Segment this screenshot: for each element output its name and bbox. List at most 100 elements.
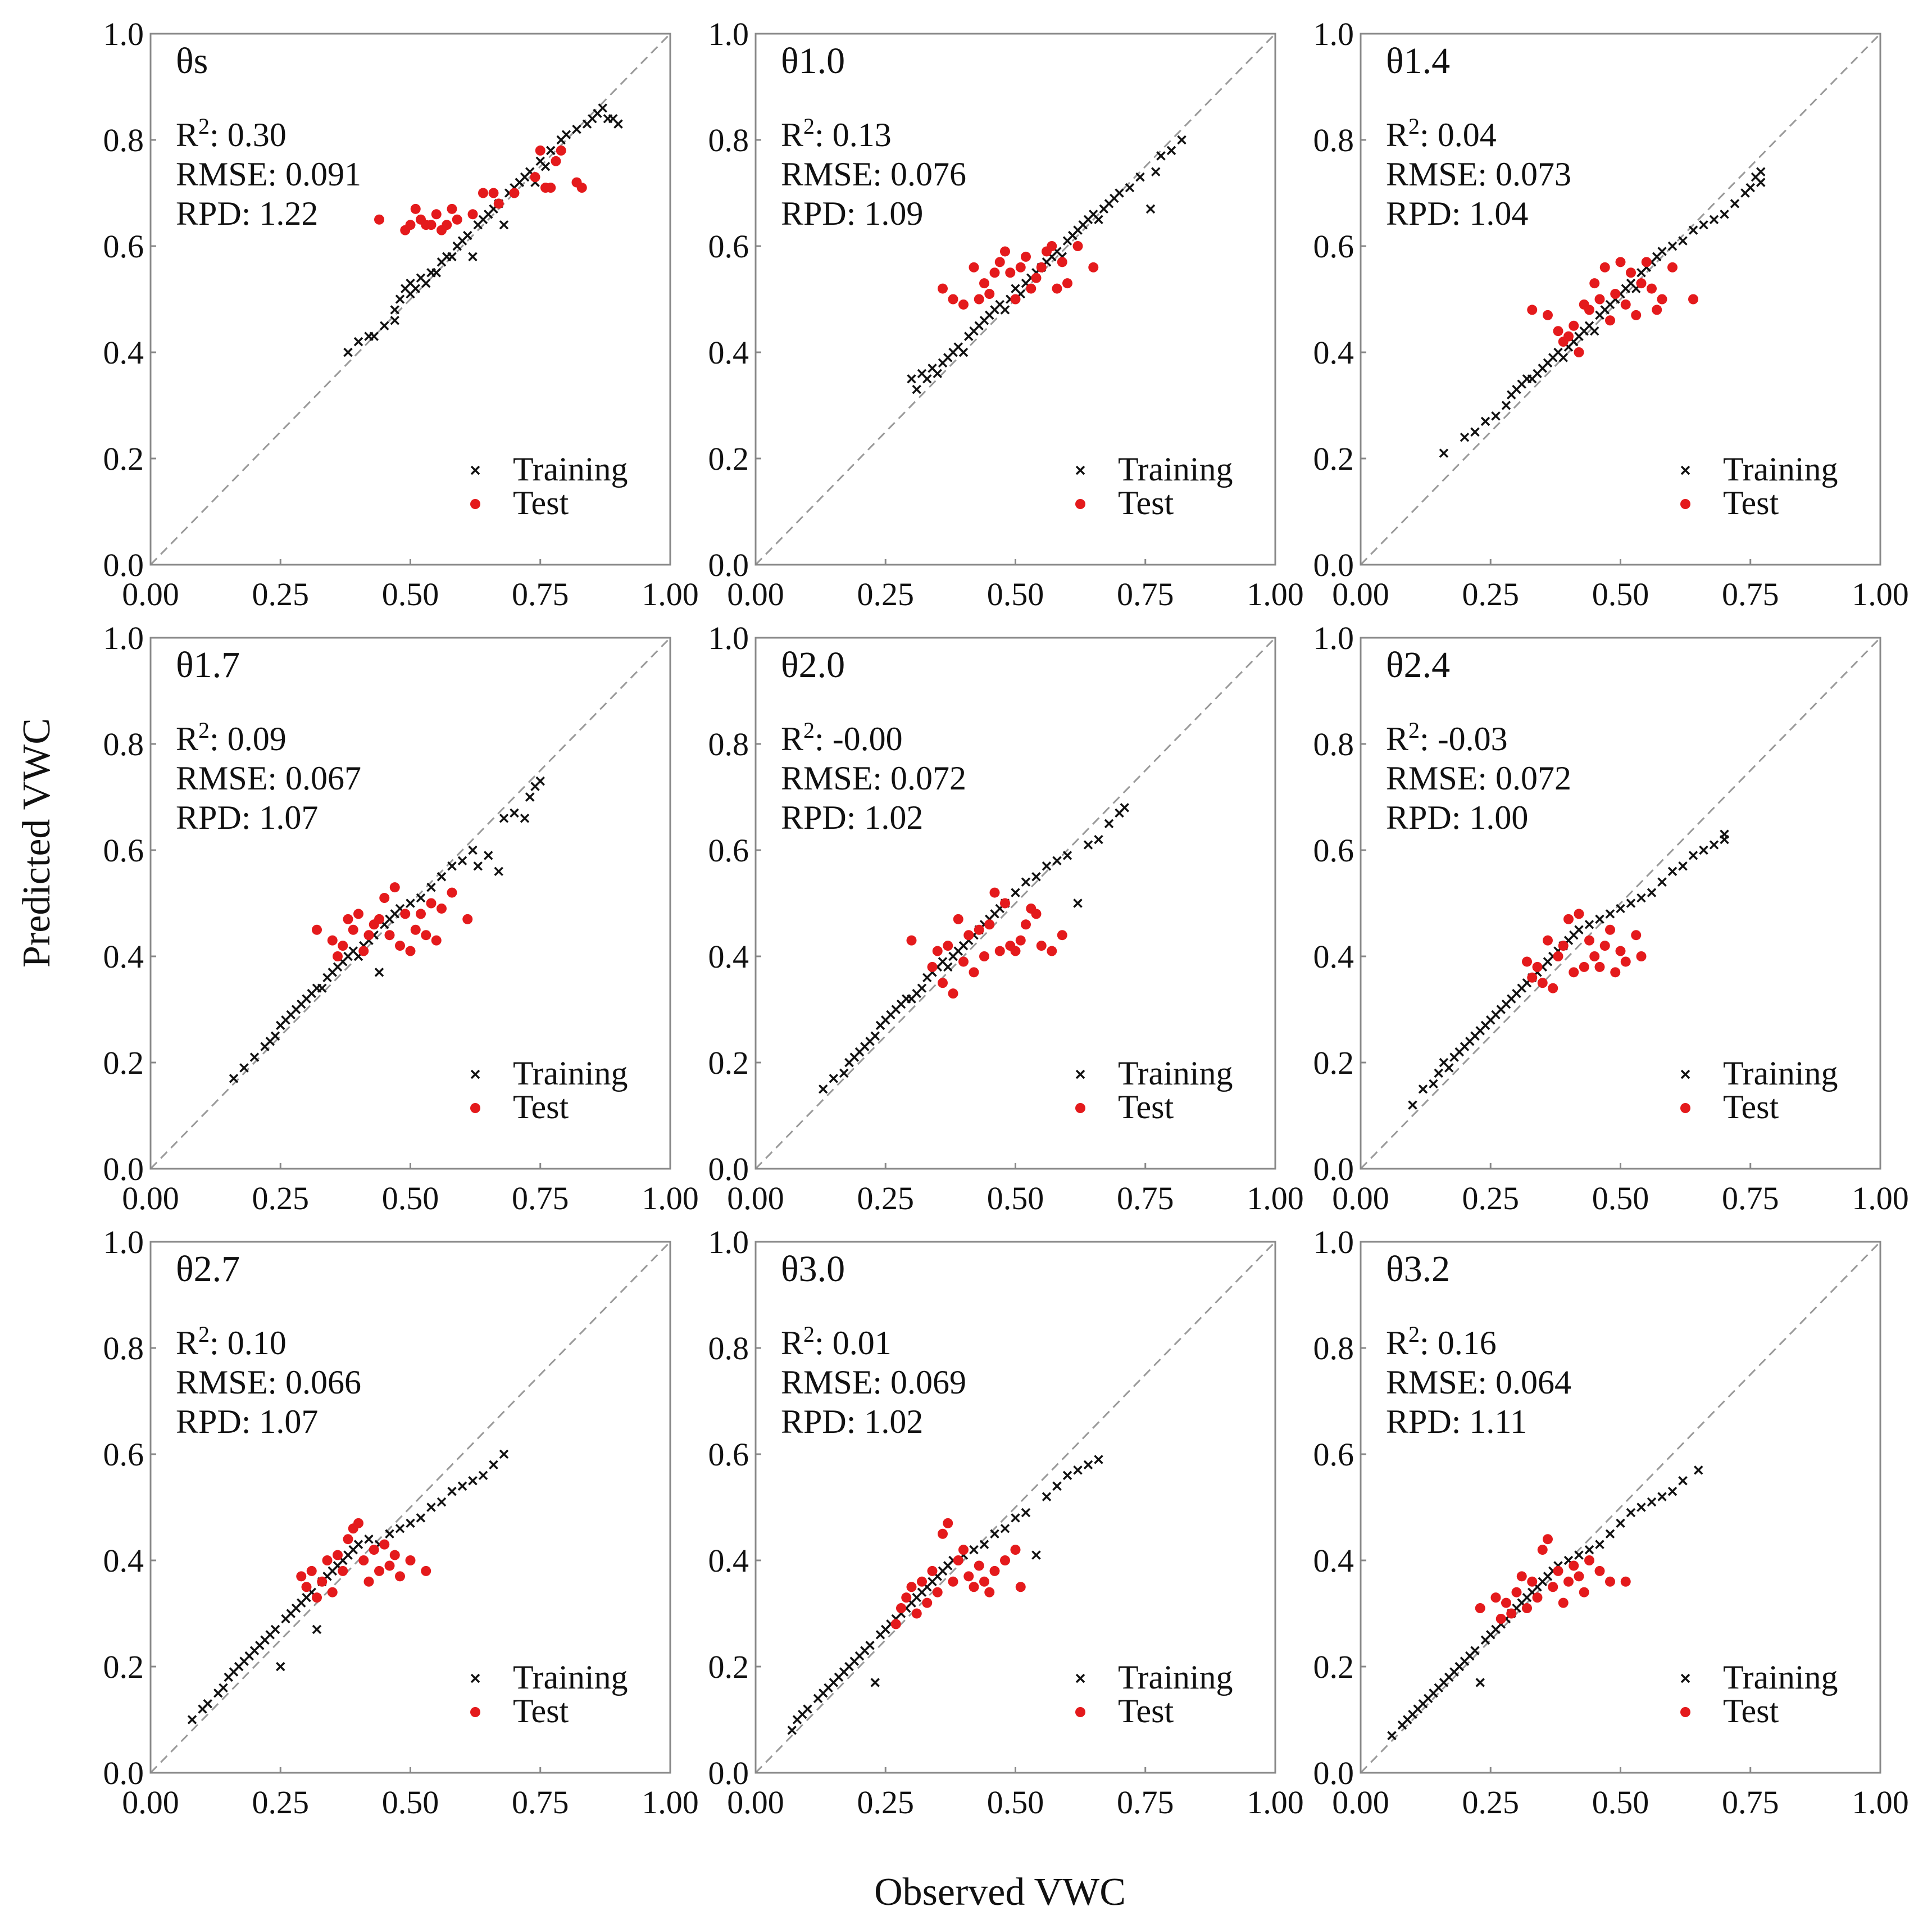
y-tick-label: 0.2 — [1313, 1649, 1354, 1685]
identity-line — [1360, 33, 1881, 566]
training-point — [1115, 188, 1124, 198]
legend-training-label: Training — [513, 1055, 628, 1092]
training-point — [1042, 1492, 1052, 1501]
x-tick-label: 0.75 — [1722, 1784, 1779, 1821]
test-point — [416, 909, 426, 919]
test-point — [452, 214, 462, 225]
training-point — [473, 861, 483, 871]
test-point — [974, 924, 984, 935]
training-point — [478, 1470, 488, 1481]
training-point — [1429, 1079, 1438, 1089]
test-point — [447, 887, 457, 898]
training-point — [1073, 898, 1083, 908]
test-point — [374, 1565, 384, 1576]
legend-test-marker — [1680, 1103, 1690, 1113]
test-point — [906, 935, 917, 946]
test-point — [363, 1576, 374, 1587]
test-point — [1558, 941, 1569, 951]
test-point — [343, 1534, 353, 1545]
test-point — [1553, 326, 1563, 337]
y-tick-label: 0.6 — [103, 228, 144, 265]
panel-title: θs — [176, 40, 208, 81]
legend-training-marker — [1075, 465, 1085, 475]
r2-symbol: R — [781, 720, 803, 757]
training-point — [870, 1031, 880, 1041]
test-point — [969, 967, 979, 978]
legend-test-label: Test — [1118, 484, 1174, 521]
training-point — [1688, 225, 1698, 235]
y-tick-label: 0.6 — [708, 832, 749, 869]
legend-training-marker — [1075, 1069, 1085, 1079]
training-point — [499, 220, 509, 230]
training-point — [1460, 432, 1470, 442]
training-point — [1052, 1481, 1062, 1491]
test-point — [1543, 310, 1553, 320]
identity-line — [149, 1241, 671, 1774]
training-point — [1021, 1508, 1031, 1518]
test-point — [478, 188, 488, 198]
test-point — [1594, 1565, 1605, 1576]
y-tick-label: 0.8 — [1313, 726, 1354, 762]
training-point — [1501, 401, 1511, 410]
training-point — [406, 1518, 415, 1528]
training-point — [369, 332, 379, 341]
test-point — [374, 914, 384, 924]
test-point — [442, 220, 452, 230]
test-point — [1015, 1582, 1026, 1592]
legend-test-marker — [1075, 1103, 1085, 1113]
rpd-stat: RPD: 1.22 — [176, 195, 318, 232]
training-point — [787, 1726, 797, 1735]
training-point — [1434, 1068, 1443, 1078]
test-point — [1543, 1534, 1553, 1545]
training-point — [364, 1534, 374, 1544]
test-point — [1000, 898, 1010, 909]
training-point — [1125, 183, 1135, 193]
training-point — [1166, 146, 1176, 156]
test-point — [1031, 273, 1042, 283]
x-tick-label: 0.00 — [727, 1784, 784, 1821]
panel-5: 0.0 0.2 0.4 0.6 0.8 1.0 0.00 0.25 0.50 0.75 1.00 θ2… — [708, 620, 1304, 1217]
legend-training-label: Training — [513, 451, 628, 488]
y-tick-label: 1.0 — [103, 16, 144, 52]
x-tick-label: 0.50 — [1592, 1784, 1649, 1821]
test-point — [1641, 257, 1652, 267]
training-point — [1636, 893, 1646, 903]
x-tick-label: 0.25 — [857, 1180, 915, 1217]
legend-test-marker — [470, 499, 480, 509]
test-point — [296, 1571, 307, 1582]
rpd-stat: RPD: 1.02 — [781, 1403, 923, 1440]
training-point — [1031, 1550, 1041, 1560]
training-point — [317, 983, 327, 993]
training-point — [411, 284, 420, 293]
training-point — [463, 230, 472, 240]
training-point — [437, 1497, 447, 1507]
x-tick-label: 0.50 — [382, 1784, 439, 1821]
training-point — [1558, 353, 1568, 362]
training-point — [1062, 851, 1072, 860]
training-point — [499, 814, 509, 823]
training-point — [1745, 183, 1755, 193]
test-point — [1631, 310, 1642, 320]
x-tick-label: 1.00 — [1852, 1180, 1909, 1217]
test-point — [1543, 935, 1553, 946]
y-axis-label: Predicted VWC — [15, 718, 58, 968]
r2-superscript: 2 — [803, 718, 815, 743]
r2-superscript: 2 — [198, 1322, 210, 1347]
test-point — [958, 956, 969, 967]
x-tick-label: 1.00 — [1247, 1784, 1304, 1821]
test-point — [312, 1592, 322, 1603]
legend-training-label: Training — [513, 1659, 628, 1696]
x-tick-label: 0.00 — [1332, 1784, 1389, 1821]
rmse-stat: RMSE: 0.073 — [1386, 156, 1571, 193]
y-tick-label: 1.0 — [1313, 1224, 1354, 1260]
test-point — [437, 903, 447, 914]
test-point — [405, 1555, 416, 1565]
legend-training-label: Training — [1723, 1055, 1838, 1092]
training-point — [1756, 178, 1766, 187]
y-tick-label: 1.0 — [708, 16, 749, 52]
training-point — [1626, 898, 1636, 908]
test-point — [405, 220, 416, 230]
training-point — [1730, 199, 1740, 208]
training-point — [1083, 1460, 1093, 1470]
test-point — [911, 1608, 922, 1619]
